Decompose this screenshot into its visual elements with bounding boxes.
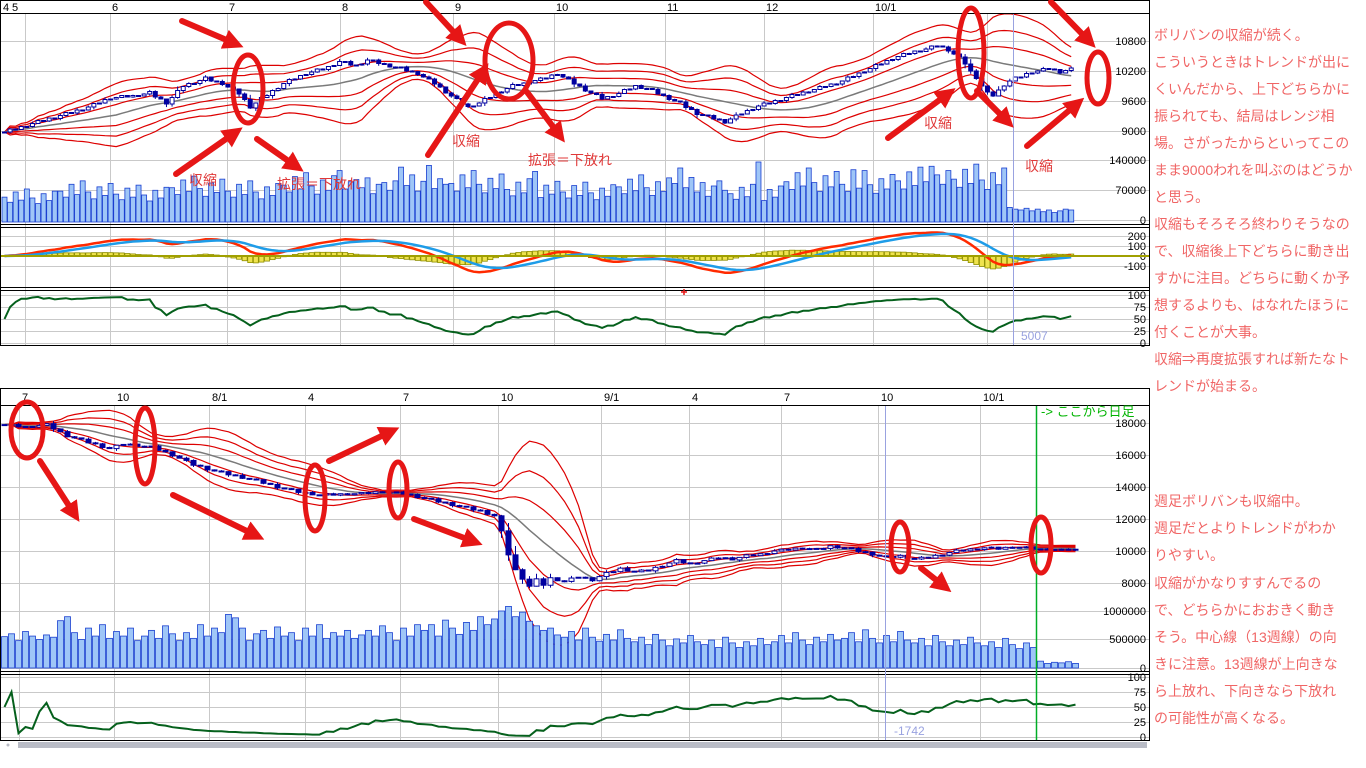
commentary-line: レンドが始まる。: [1154, 378, 1266, 394]
svg-text:収縮: 収縮: [189, 172, 217, 188]
svg-text:10: 10: [881, 392, 893, 404]
commentary-line: そう。中心線（13週線）の向: [1154, 629, 1337, 645]
commentary-line: の可能性が高くなる。: [1154, 710, 1294, 726]
svg-text:-> ここから日足: -> ここから日足: [1041, 404, 1135, 419]
svg-text:10800: 10800: [1115, 36, 1146, 48]
svg-text:12: 12: [766, 2, 778, 14]
weekly-chart-commentary-2: 収縮がかなりすすんでるの で、どちらかにおおきく動き そう。中心線（13週線）の…: [1154, 570, 1366, 732]
commentary-line: ボリバンの収縮が続く。: [1154, 27, 1309, 43]
svg-text:10000: 10000: [1115, 546, 1146, 558]
commentary-line: すかに注目。どちらに動くか予: [1154, 270, 1350, 286]
svg-text:9000: 9000: [1122, 126, 1146, 138]
commentary-line: 振られても、結局はレンジ相: [1154, 108, 1335, 124]
svg-text:200: 200: [1128, 231, 1146, 243]
svg-text:100: 100: [1128, 672, 1146, 684]
svg-text:50: 50: [1134, 314, 1146, 326]
svg-text:12000: 12000: [1115, 514, 1146, 526]
svg-text:6: 6: [112, 2, 118, 14]
commentary-line: 付くことが大事。: [1154, 324, 1266, 340]
svg-text:拡張＝下放れ: 拡張＝下放れ: [277, 176, 361, 192]
svg-text:75: 75: [1134, 302, 1146, 314]
svg-text:9600: 9600: [1122, 96, 1146, 108]
svg-text:-100: -100: [1124, 261, 1146, 273]
commentary-line: で、収縮後上下どちらに動き出: [1154, 243, 1350, 259]
svg-text:収縮: 収縮: [452, 133, 480, 149]
commentary-line: くいんだから、上下どちらかに: [1154, 81, 1350, 97]
svg-text:10: 10: [501, 392, 513, 404]
commentary-line: 収縮⇒再度拡張すれば新たなト: [1154, 351, 1350, 367]
svg-text:-1742: -1742: [894, 724, 925, 738]
daily-chart-commentary: ボリバンの収縮が続く。 こういうときはトレンドが出に くいんだから、上下どちらか…: [1154, 22, 1366, 400]
commentary-line: 収縮もそろそろ終わりそうなの: [1154, 216, 1350, 232]
svg-text:10: 10: [556, 2, 568, 14]
commentary-line: と思う。: [1154, 189, 1210, 205]
svg-text:10200: 10200: [1115, 66, 1146, 78]
commentary-line: 場。さがったからといってこの: [1154, 135, 1350, 151]
commentary-line: りやすい。: [1154, 547, 1224, 563]
svg-text:8: 8: [342, 2, 348, 14]
svg-text:16000: 16000: [1115, 450, 1146, 462]
svg-text:5007: 5007: [1021, 329, 1048, 343]
svg-text:4: 4: [308, 392, 314, 404]
svg-text:8000: 8000: [1122, 578, 1146, 590]
svg-text:7: 7: [229, 2, 235, 14]
commentary-line: 週足だとよりトレンドがわか: [1154, 520, 1336, 536]
svg-text:9/1: 9/1: [604, 392, 619, 404]
svg-text:25: 25: [1134, 717, 1146, 729]
svg-text:25: 25: [1134, 326, 1146, 338]
svg-text:7: 7: [784, 392, 790, 404]
svg-text:9: 9: [455, 2, 461, 14]
svg-text:0: 0: [1140, 732, 1146, 744]
commentary-line: こういうときはトレンドが出に: [1154, 54, 1350, 70]
commentary-column: ボリバンの収縮が続く。 こういうときはトレンドが出に くいんだから、上下どちらか…: [1154, 0, 1366, 768]
svg-text:50: 50: [1134, 702, 1146, 714]
commentary-line: 週足ボリバンも収縮中。: [1154, 493, 1309, 509]
svg-text:5: 5: [12, 2, 18, 14]
svg-text:4: 4: [692, 392, 698, 404]
svg-text:140000: 140000: [1109, 155, 1146, 167]
svg-text:10/1: 10/1: [983, 392, 1004, 404]
svg-text:0: 0: [1140, 215, 1146, 227]
svg-text:10/1: 10/1: [875, 2, 896, 14]
svg-text:8/1: 8/1: [212, 392, 227, 404]
commentary-line: 想するよりも、はなれたほうに: [1154, 297, 1350, 313]
svg-text:4: 4: [3, 2, 9, 14]
svg-text:7: 7: [403, 392, 409, 404]
svg-text:0: 0: [1140, 338, 1146, 350]
svg-text:100: 100: [1128, 241, 1146, 253]
commentary-line: きに注意。13週線が上向きな: [1154, 656, 1338, 672]
commentary-line: ら上放れ、下向きなら下放れ: [1154, 683, 1337, 699]
svg-text:収縮: 収縮: [924, 115, 952, 131]
svg-text:0: 0: [1140, 663, 1146, 675]
svg-text:18000: 18000: [1115, 418, 1146, 430]
svg-text:1000000: 1000000: [1103, 606, 1146, 618]
svg-text:収縮: 収縮: [1025, 158, 1053, 174]
commentary-line: 収縮がかなりすすんでるの: [1154, 575, 1322, 591]
svg-text:70000: 70000: [1115, 185, 1146, 197]
svg-text:75: 75: [1134, 687, 1146, 699]
svg-text:10: 10: [117, 392, 129, 404]
svg-text:14000: 14000: [1115, 482, 1146, 494]
horizontal-scrollbar[interactable]: [18, 742, 1147, 748]
svg-text:100: 100: [1128, 290, 1146, 302]
svg-text:拡張＝下放れ: 拡張＝下放れ: [528, 152, 612, 168]
weekly-chart-commentary: 週足ボリバンも収縮中。 週足だとよりトレンドがわか りやすい。: [1154, 488, 1366, 569]
commentary-line: で、どちらかにおおきく動き: [1154, 602, 1336, 618]
svg-text:7: 7: [22, 392, 28, 404]
commentary-line: まま9000われを叫ぶのはどうか: [1154, 162, 1353, 178]
svg-text:500000: 500000: [1109, 634, 1146, 646]
svg-text:11: 11: [667, 2, 678, 14]
